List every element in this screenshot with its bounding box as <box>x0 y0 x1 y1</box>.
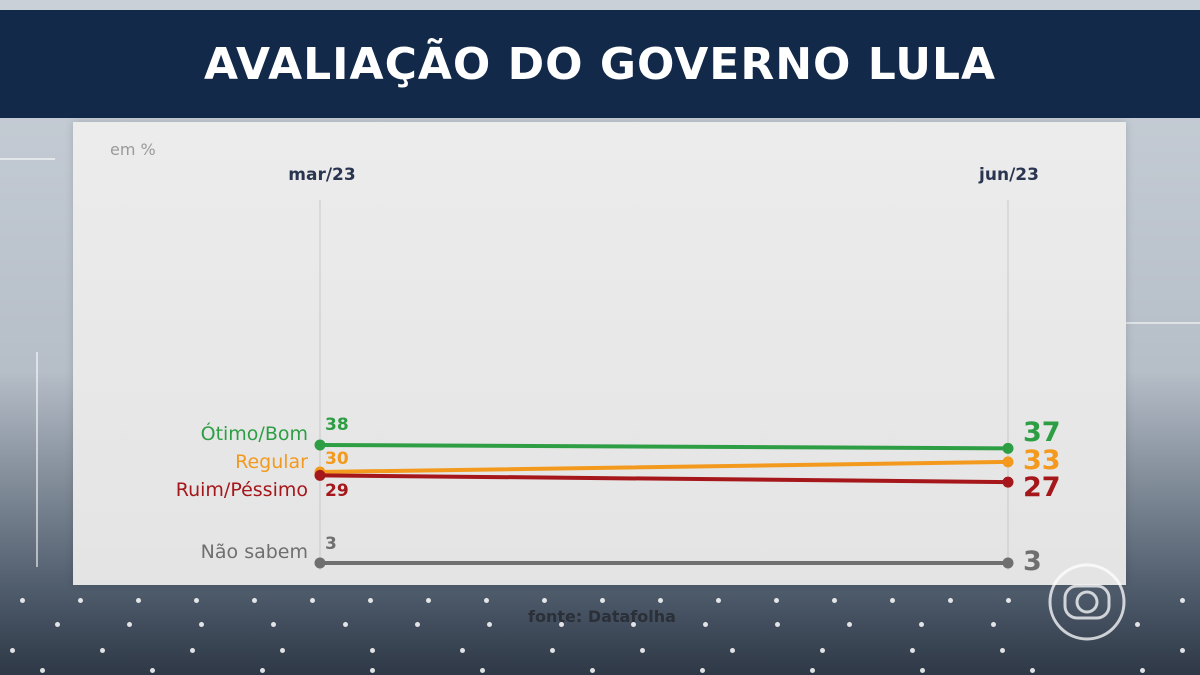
floor-dot <box>847 622 852 627</box>
floor-dot <box>190 648 195 653</box>
floor-dot <box>600 598 605 603</box>
floor-dot <box>127 622 132 627</box>
floor-dot <box>100 648 105 653</box>
floor-dot <box>260 668 265 673</box>
floor-dot <box>10 648 15 653</box>
floor-dot <box>280 648 285 653</box>
floor-dot <box>1180 648 1185 653</box>
x-tick-label: jun/23 <box>978 165 1039 185</box>
floor-dot <box>832 598 837 603</box>
series-name-label: Regular <box>235 451 308 473</box>
floor-dot <box>460 648 465 653</box>
floor-dot <box>252 598 257 603</box>
floor-dot <box>919 622 924 627</box>
source-note: fonte: Datafolha <box>528 607 676 626</box>
floor-dot <box>271 622 276 627</box>
floor-dot <box>1140 668 1145 673</box>
series-line <box>318 473 1010 485</box>
floor-dot <box>820 648 825 653</box>
chart-title: AVALIAÇÃO DO GOVERNO LULA <box>203 38 997 90</box>
floor-dot <box>730 648 735 653</box>
floor-dot <box>20 598 25 603</box>
title-bar: AVALIAÇÃO DO GOVERNO LULA <box>0 10 1200 118</box>
floor-dot <box>542 598 547 603</box>
data-point <box>1002 476 1014 488</box>
data-point <box>1002 456 1014 468</box>
floor-dot <box>1006 598 1011 603</box>
floor-dot <box>78 598 83 603</box>
series-line <box>318 443 1010 451</box>
data-label: 3 <box>1023 546 1042 577</box>
floor-dot <box>55 622 60 627</box>
floor-dot <box>370 668 375 673</box>
floor-dot <box>920 668 925 673</box>
decorative-line <box>36 352 38 567</box>
floor-dot <box>716 598 721 603</box>
floor-dot <box>658 598 663 603</box>
chart-panel <box>73 122 1126 585</box>
data-point <box>1002 557 1014 569</box>
floor-dot <box>703 622 708 627</box>
floor-dot <box>775 622 780 627</box>
floor-dot <box>136 598 141 603</box>
floor-dot <box>487 622 492 627</box>
floor-dot <box>590 668 595 673</box>
x-tick-label: mar/23 <box>288 165 355 185</box>
floor-dot <box>774 598 779 603</box>
floor-dot <box>1000 648 1005 653</box>
series-name-label: Não sabem <box>201 541 308 563</box>
floor-dot <box>640 648 645 653</box>
series-name-label: Ótimo/Bom <box>201 421 308 445</box>
floor-dot <box>150 668 155 673</box>
floor-dot <box>700 668 705 673</box>
floor-dot <box>1135 622 1140 627</box>
data-point <box>1002 442 1014 454</box>
globo-logo-icon <box>1048 563 1126 641</box>
floor-dot <box>310 598 315 603</box>
floor-dot <box>631 622 636 627</box>
floor-dot <box>368 598 373 603</box>
data-label: 27 <box>1023 472 1061 503</box>
decorative-line <box>0 158 55 160</box>
floor-dot <box>890 598 895 603</box>
floor-dot <box>910 648 915 653</box>
data-point <box>314 557 326 569</box>
unit-label: em % <box>110 140 156 159</box>
floor-dot <box>194 598 199 603</box>
data-label: 33 <box>1023 445 1061 476</box>
data-label: 3 <box>325 534 337 554</box>
floor-dot <box>415 622 420 627</box>
series-name-label: Ruim/Péssimo <box>176 479 308 501</box>
floor-dot <box>550 648 555 653</box>
floor-dot <box>343 622 348 627</box>
data-label: 29 <box>325 481 349 501</box>
data-label: 30 <box>325 449 349 469</box>
floor-dot <box>40 668 45 673</box>
floor-dot <box>199 622 204 627</box>
floor-dot <box>948 598 953 603</box>
floor-dot <box>484 598 489 603</box>
floor-dot <box>559 622 564 627</box>
floor-dot <box>991 622 996 627</box>
data-point <box>314 469 326 481</box>
data-label: 38 <box>325 415 349 435</box>
floor-dot <box>810 668 815 673</box>
floor-dot <box>1030 668 1035 673</box>
floor-dot <box>480 668 485 673</box>
floor-dot <box>1180 598 1185 603</box>
data-point <box>314 439 326 451</box>
series-line <box>318 459 1010 474</box>
decorative-line <box>1126 322 1200 324</box>
data-label: 37 <box>1023 417 1061 448</box>
floor-dot <box>370 648 375 653</box>
floor-dot <box>426 598 431 603</box>
